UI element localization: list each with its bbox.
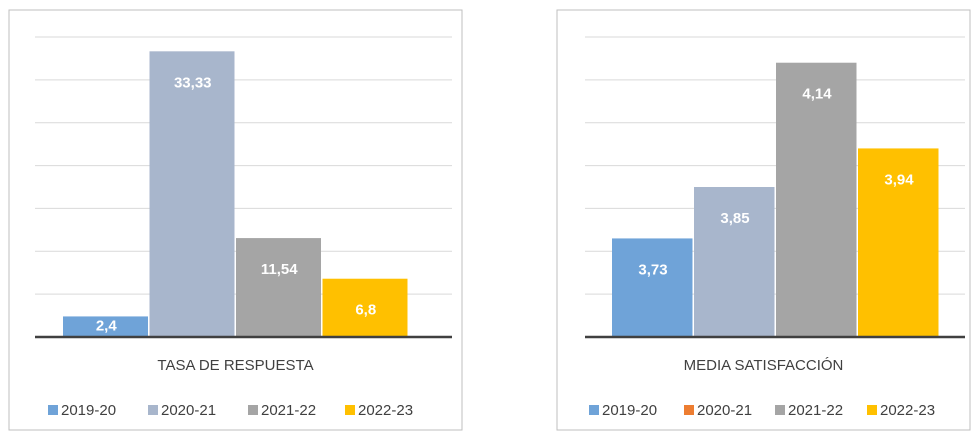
data-label: 3,85 [720, 210, 749, 227]
data-label: 3,94 [884, 171, 914, 188]
legend-label: 2021-22 [788, 402, 843, 419]
bar [322, 278, 408, 337]
legend-swatch [248, 405, 258, 415]
legend-label: 2019-20 [602, 402, 657, 419]
bar [694, 187, 775, 337]
bar [776, 62, 857, 337]
data-label: 33,33 [174, 74, 212, 91]
legend-swatch [589, 405, 599, 415]
data-label: 2,4 [96, 317, 118, 334]
bar [612, 238, 693, 337]
legend-swatch [775, 405, 785, 415]
legend-swatch [48, 405, 58, 415]
legend-label: 2022-23 [880, 402, 935, 419]
legend-swatch [148, 405, 158, 415]
legend-label: 2021-22 [261, 402, 316, 419]
chart-title: MEDIA SATISFACCIÓN [684, 357, 844, 374]
bar [63, 316, 148, 337]
data-label: 4,14 [802, 86, 832, 103]
legend-label: 2020-21 [697, 402, 752, 419]
legend-label: 2019-20 [61, 402, 116, 419]
data-label: 6,8 [355, 302, 376, 319]
legend-swatch [684, 405, 694, 415]
legend-label: 2022-23 [358, 402, 413, 419]
data-label: 3,73 [638, 261, 667, 278]
bar [236, 238, 321, 337]
bar [149, 51, 235, 338]
legend-swatch [345, 405, 355, 415]
legend-swatch [867, 405, 877, 415]
legend-label: 2020-21 [161, 402, 216, 419]
chart-title: TASA DE RESPUESTA [157, 357, 313, 374]
data-label: 11,54 [261, 261, 298, 278]
bar [858, 148, 939, 337]
